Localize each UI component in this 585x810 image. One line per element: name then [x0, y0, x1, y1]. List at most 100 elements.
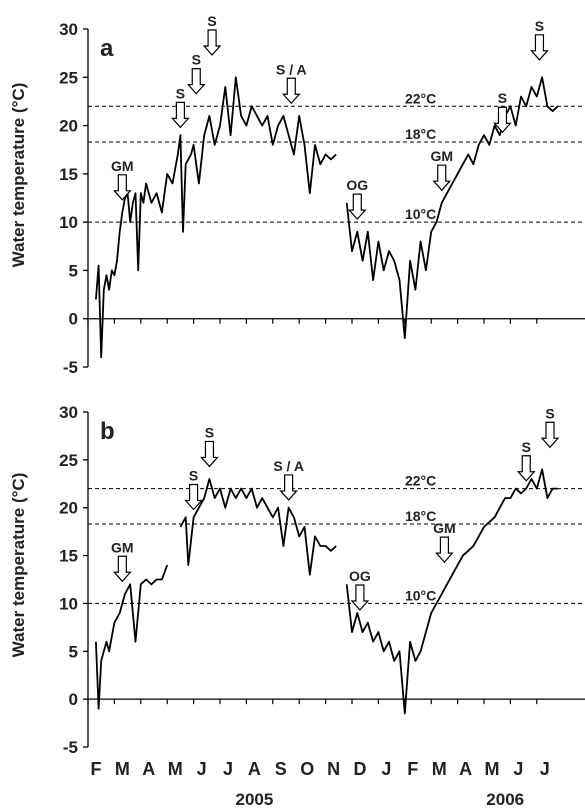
month-label: J: [513, 759, 523, 779]
month-label: M: [168, 759, 183, 779]
arrow-shape: [186, 68, 206, 95]
arrow-shape: [279, 474, 298, 501]
annotation-arrow-b: S: [200, 424, 219, 468]
month-label: J: [197, 759, 207, 779]
month-label: A: [248, 759, 261, 779]
annotation-arrow-a: S: [186, 52, 206, 95]
threshold-label-b: 22°C: [405, 473, 436, 489]
annotation-arrow-a: OG: [346, 177, 368, 221]
arrow-shape: [112, 555, 132, 583]
arrow-shape: [493, 106, 512, 134]
annotation-arrow-a: S: [171, 85, 190, 129]
y-tick-label-b: -5: [63, 738, 78, 757]
y-tick-label-b: 25: [59, 451, 78, 470]
annotation-label: GM: [433, 520, 456, 536]
annotation-label: S: [205, 424, 214, 440]
threshold-label-b: 18°C: [405, 508, 436, 524]
annotation-label: GM: [111, 158, 134, 174]
y-tick-label-b: 30: [59, 403, 78, 422]
annotation-arrow-a: S: [530, 18, 549, 61]
arrow-shape: [530, 34, 549, 61]
month-label: S: [275, 759, 287, 779]
arrow-shape: [350, 584, 370, 611]
annotation-label: S: [545, 405, 554, 421]
month-label: M: [115, 759, 130, 779]
arrow-shape: [516, 455, 536, 482]
annotation-label: S: [522, 439, 531, 455]
y-tick-label-a: 0: [69, 310, 78, 329]
arrow-shape: [347, 193, 367, 221]
panel-a: -5 0 5 10 15 20 25 30 22°C 18°C 10°C a GM S S S S / A OG G…: [59, 13, 585, 377]
y-tick-label-b: 10: [59, 594, 78, 613]
annotation-arrow-a: S: [202, 13, 222, 56]
annotation-label: GM: [430, 148, 453, 164]
series-line-b-0: [95, 564, 169, 710]
threshold-label-a: 22°C: [405, 90, 436, 106]
annotation-label: S / A: [273, 458, 304, 474]
arrow-shape: [540, 421, 560, 449]
month-label: J: [540, 759, 550, 779]
panel-letter-b: b: [100, 418, 115, 445]
annotation-arrow-a: GM: [430, 148, 453, 192]
annotation-arrow-b: GM: [111, 539, 134, 583]
series-line-a-0: [95, 76, 337, 359]
y-tick-label-a: 5: [69, 261, 78, 280]
year-label: 2005: [235, 790, 273, 809]
annotation-arrow-a: S: [493, 90, 512, 134]
month-label: A: [459, 759, 472, 779]
y-tick-label-a: -5: [63, 358, 78, 377]
y-tick-label-a: 30: [59, 20, 78, 39]
arrow-shape: [184, 483, 203, 511]
threshold-label-a: 10°C: [405, 206, 436, 222]
annotation-arrow-b: GM: [433, 520, 456, 564]
y-tick-label-b: 5: [69, 642, 78, 661]
annotation-label: OG: [349, 568, 371, 584]
annotation-label: GM: [111, 539, 134, 555]
month-label: F: [407, 759, 418, 779]
annotation-label: S: [207, 13, 216, 29]
series-line-b-1: [179, 478, 337, 576]
month-label: F: [91, 759, 102, 779]
y-tick-label-a: 20: [59, 117, 78, 136]
arrow-shape: [200, 440, 219, 468]
month-label: M: [432, 759, 447, 779]
annotation-label: S: [498, 90, 507, 106]
arrow-shape: [435, 536, 454, 564]
arrow-shape: [432, 164, 452, 192]
month-label: J: [223, 759, 233, 779]
annotation-arrow-a: GM: [111, 158, 134, 201]
y-tick-label-b: 15: [59, 547, 78, 566]
y-tick-label-b: 0: [69, 690, 78, 709]
annotation-label: S: [192, 52, 201, 68]
panel-letter-a: a: [100, 35, 114, 62]
threshold-label-b: 10°C: [405, 587, 436, 603]
y-axis-label-a: Water temperature (°C): [9, 83, 28, 268]
threshold-label-a: 18°C: [405, 126, 436, 142]
month-label: J: [381, 759, 391, 779]
annotation-label: S: [535, 18, 544, 34]
month-label: D: [354, 759, 367, 779]
month-label: N: [327, 759, 340, 779]
annotation-arrow-b: OG: [349, 568, 371, 611]
y-tick-label-b: 20: [59, 499, 78, 518]
y-axis-label-b: Water temperature (°C): [9, 473, 28, 658]
arrow-shape: [112, 174, 132, 201]
annotation-label: S: [176, 85, 185, 101]
annotation-label: S / A: [276, 61, 307, 77]
y-tick-label-a: 10: [59, 213, 78, 232]
annotation-arrow-b: S: [540, 405, 560, 449]
year-label: 2006: [486, 790, 524, 809]
series-line-a-1: [345, 76, 559, 339]
month-label: A: [142, 759, 155, 779]
arrow-shape: [202, 29, 222, 56]
annotation-arrow-b: S / A: [273, 458, 304, 501]
series-line-b-2: [345, 468, 558, 715]
month-label: M: [485, 759, 500, 779]
annotation-arrow-b: S: [516, 439, 536, 482]
panel-b: -5 0 5 10 15 20 25 30 22°C 18°C 10°C b GM S S S / A OG GM…: [59, 403, 585, 757]
annotation-label: S: [189, 468, 198, 484]
annotation-arrow-b: S: [184, 468, 203, 511]
month-label: O: [300, 759, 314, 779]
